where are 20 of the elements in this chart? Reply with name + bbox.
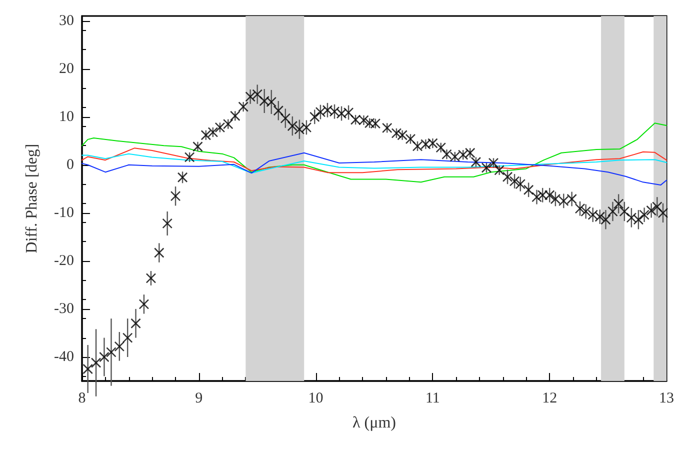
y-tick-label: 30 <box>59 12 74 29</box>
x-tick-label: 13 <box>659 390 674 406</box>
y-tick-label: -10 <box>54 204 74 221</box>
x-axis-title: λ (μm) <box>352 414 396 432</box>
line-series <box>82 153 667 174</box>
y-tick-label: 10 <box>59 108 74 125</box>
line-series <box>82 122 667 183</box>
x-tick-label: 11 <box>425 390 440 406</box>
y-tick-label: -30 <box>54 300 74 317</box>
y-tick-label: 0 <box>66 156 74 173</box>
y-tick-label: -20 <box>54 252 74 269</box>
x-tick-label: 8 <box>78 390 86 406</box>
y-axis-title: Diff. Phase [deg] <box>24 144 40 254</box>
x-tick-label: 12 <box>542 390 558 406</box>
line-series <box>82 152 667 186</box>
y-tick-label: -40 <box>54 348 74 365</box>
line-series <box>82 148 667 174</box>
x-tick-label: 9 <box>195 390 203 406</box>
x-tick-label: 10 <box>308 390 324 406</box>
y-tick-label: 20 <box>59 60 74 77</box>
